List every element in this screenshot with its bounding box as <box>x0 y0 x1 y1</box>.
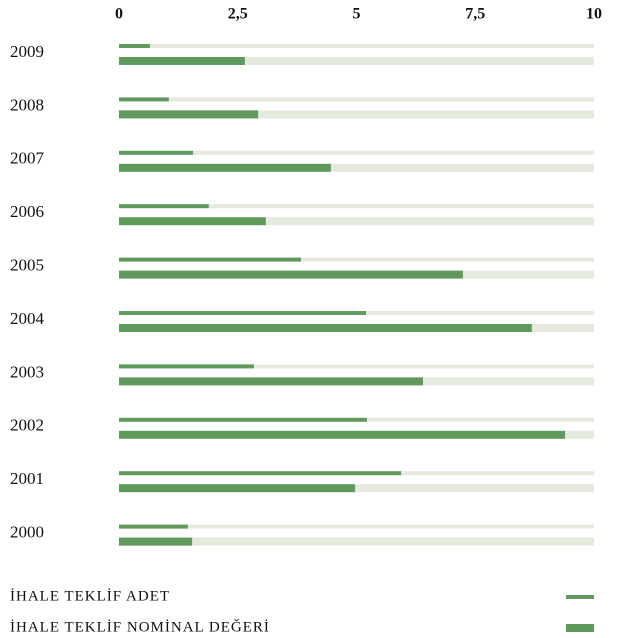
bar <box>119 537 193 546</box>
y-tick-label: 2000 <box>10 523 44 542</box>
x-tick-label: 7,5 <box>465 6 485 23</box>
bar <box>119 324 532 332</box>
legend-label: İHALE TEKLİF NOMİNAL DEĞERİ <box>10 618 270 635</box>
bar <box>119 44 150 48</box>
bar <box>119 377 423 386</box>
legend-swatch <box>566 624 594 632</box>
y-tick-label: 2005 <box>10 256 44 275</box>
bar <box>119 311 366 315</box>
bar <box>119 430 566 439</box>
track <box>119 44 594 48</box>
y-tick-label: 2001 <box>10 469 44 488</box>
bar <box>119 217 266 226</box>
y-tick-label: 2004 <box>10 309 45 328</box>
y-tick-label: 2009 <box>10 42 44 61</box>
x-tick-label: 2,5 <box>228 6 248 23</box>
bar <box>119 524 188 529</box>
track <box>119 97 594 102</box>
bar <box>119 364 254 369</box>
bar <box>119 484 356 493</box>
x-tick-label: 10 <box>586 6 602 23</box>
bar <box>119 257 301 262</box>
bar <box>119 270 463 279</box>
track <box>119 57 594 65</box>
y-tick-label: 2008 <box>10 95 44 114</box>
track <box>119 257 594 262</box>
bar <box>119 110 259 119</box>
track <box>119 204 594 209</box>
y-tick-label: 2003 <box>10 362 44 381</box>
x-tick-label: 5 <box>353 6 361 23</box>
track <box>119 484 594 493</box>
bar <box>119 97 169 102</box>
bar <box>119 417 367 422</box>
bar <box>119 204 209 209</box>
track <box>119 150 594 155</box>
x-tick-label: 0 <box>115 6 123 23</box>
track <box>119 110 594 119</box>
bar <box>119 471 402 476</box>
bar <box>119 163 331 172</box>
track <box>119 364 594 369</box>
y-tick-label: 2002 <box>10 416 44 435</box>
y-tick-label: 2006 <box>10 202 44 221</box>
bar <box>119 150 194 155</box>
track <box>119 524 594 529</box>
bar <box>119 57 245 65</box>
track <box>119 163 594 172</box>
legend-label: İHALE TEKLİF ADET <box>10 588 170 604</box>
legend-swatch <box>566 595 594 599</box>
track <box>119 217 594 226</box>
track <box>119 537 594 546</box>
y-tick-label: 2007 <box>10 149 45 168</box>
